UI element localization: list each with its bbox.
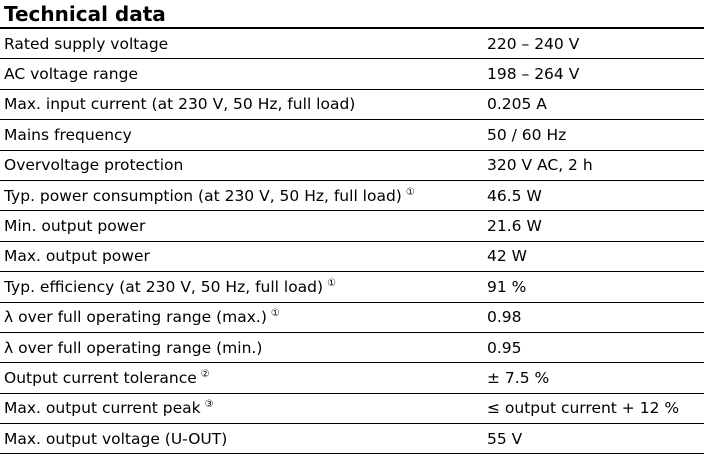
- row-label-cell: Mains frequency: [0, 119, 485, 151]
- row-value: 42 W: [485, 241, 704, 273]
- section-title: Technical data: [4, 2, 166, 26]
- table-row: Overvoltage protection 320 V AC, 2 h: [0, 150, 704, 181]
- row-label-cell: Typ. power consumption (at 230 V, 50 Hz,…: [0, 180, 485, 212]
- table-row: Min. output power 21.6 W: [0, 210, 704, 242]
- footnote-marker: ②: [200, 368, 210, 380]
- footnote-marker: ①: [405, 186, 415, 198]
- row-label-cell: Output current tolerance ②: [0, 362, 485, 394]
- row-value: 46.5 W: [485, 180, 704, 212]
- row-label-cell: Min. output power: [0, 210, 485, 242]
- row-label: Mains frequency: [4, 125, 132, 144]
- technical-data-table: Rated supply voltage 220 – 240 V AC volt…: [0, 29, 704, 455]
- table-row: Max. output power 42 W: [0, 241, 704, 273]
- row-value: 50 / 60 Hz: [485, 119, 704, 151]
- row-label: Max. output voltage (U-OUT): [4, 429, 228, 448]
- row-label: Max. output power: [4, 247, 150, 266]
- row-value: 55 V: [485, 423, 704, 455]
- table-row: Max. input current (at 230 V, 50 Hz, ful…: [0, 89, 704, 121]
- table-row: Max. output voltage (U-OUT) 55 V: [0, 423, 704, 455]
- row-label: λ over full operating range (min.): [4, 338, 263, 357]
- row-label: Min. output power: [4, 217, 146, 236]
- title-divider: [0, 27, 704, 29]
- table-row: Typ. efficiency (at 230 V, 50 Hz, full l…: [0, 271, 704, 303]
- table-row: Max. output current peak ③ ≤ output curre…: [0, 393, 704, 425]
- row-label-cell: Max. output power: [0, 241, 485, 273]
- row-value: 0.98: [485, 302, 704, 333]
- row-label: Typ. efficiency (at 230 V, 50 Hz, full l…: [4, 277, 324, 296]
- row-label: Max. output current peak: [4, 399, 201, 418]
- row-label-cell: λ over full operating range (min.): [0, 332, 485, 364]
- row-label-cell: Typ. efficiency (at 230 V, 50 Hz, full l…: [0, 271, 485, 303]
- row-label-cell: Max. output voltage (U-OUT): [0, 423, 485, 455]
- row-value: 0.95: [485, 332, 704, 364]
- table-row: Output current tolerance ② ± 7.5 %: [0, 362, 704, 394]
- row-label: Overvoltage protection: [4, 156, 184, 175]
- row-label: Rated supply voltage: [4, 34, 169, 53]
- row-label-cell: Max. input current (at 230 V, 50 Hz, ful…: [0, 89, 485, 121]
- row-label-cell: Overvoltage protection: [0, 150, 485, 181]
- row-label-cell: Max. output current peak ③: [0, 393, 485, 425]
- row-label: Output current tolerance: [4, 369, 197, 388]
- row-value: ≤ output current + 12 %: [485, 393, 704, 425]
- row-label: Typ. power consumption (at 230 V, 50 Hz,…: [4, 186, 402, 205]
- row-label: Max. input current (at 230 V, 50 Hz, ful…: [4, 95, 356, 114]
- row-label: AC voltage range: [4, 65, 138, 84]
- table-row: λ over full operating range (min.) 0.95: [0, 332, 704, 364]
- footnote-marker: ③: [204, 399, 214, 411]
- table-row: Mains frequency 50 / 60 Hz: [0, 119, 704, 151]
- row-value: 320 V AC, 2 h: [485, 150, 704, 181]
- row-value: 0.205 A: [485, 89, 704, 121]
- table-row: AC voltage range 198 – 264 V: [0, 58, 704, 90]
- table-row: λ over full operating range (max.) ① 0.98: [0, 302, 704, 333]
- row-value: 220 – 240 V: [485, 29, 704, 60]
- row-value: 91 %: [485, 271, 704, 303]
- row-label: λ over full operating range (max.): [4, 308, 267, 327]
- footnote-marker: ①: [270, 308, 280, 320]
- row-value: ± 7.5 %: [485, 362, 704, 394]
- row-value: 198 – 264 V: [485, 58, 704, 90]
- row-value: 21.6 W: [485, 210, 704, 242]
- table-row: Typ. power consumption (at 230 V, 50 Hz,…: [0, 180, 704, 212]
- row-label-cell: λ over full operating range (max.) ①: [0, 302, 485, 333]
- footnote-marker: ①: [327, 277, 337, 289]
- row-label-cell: AC voltage range: [0, 58, 485, 90]
- row-label-cell: Rated supply voltage: [0, 29, 485, 60]
- table-row: Rated supply voltage 220 – 240 V: [0, 29, 704, 60]
